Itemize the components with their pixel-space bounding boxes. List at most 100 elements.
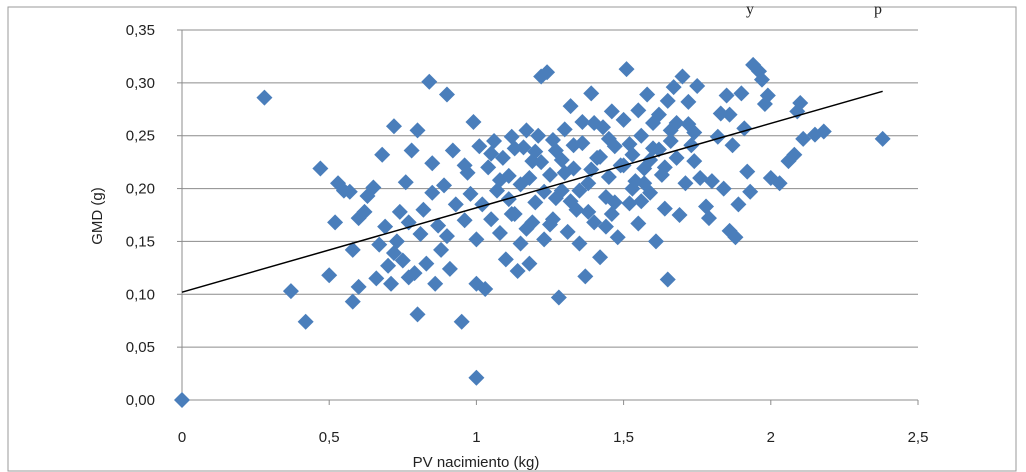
data-point-60	[497, 251, 514, 268]
data-point-131	[715, 180, 732, 197]
data-point-80	[556, 121, 573, 138]
data-point-28	[409, 306, 426, 323]
y-tick-label-3: 0,15	[126, 233, 155, 250]
y-axis-tick-labels: 0,00 0,05 0,10 0,15 0,20 0,25 0,30 0,35	[126, 22, 155, 409]
data-point-196	[574, 113, 591, 130]
data-point-155	[874, 130, 891, 147]
data-point-3	[297, 313, 314, 330]
data-point-119	[671, 207, 688, 223]
data-point-161	[424, 184, 441, 201]
data-point-95	[600, 168, 617, 185]
data-point-129	[709, 128, 726, 145]
data-point-117	[665, 79, 682, 96]
data-point-152	[795, 130, 812, 147]
data-point-128	[703, 173, 720, 190]
data-point-64	[509, 263, 526, 280]
data-point-85	[571, 235, 588, 252]
data-point-38	[436, 177, 453, 194]
data-point-134	[724, 137, 741, 154]
data-point-147	[771, 175, 788, 192]
data-point-127	[700, 210, 717, 227]
x-axis-tick-labels: 0 0,5 1 1,5 2 2,5	[178, 429, 929, 446]
data-point-1	[256, 89, 273, 106]
data-point-190	[686, 153, 703, 170]
data-point-199	[656, 159, 673, 176]
data-point-175	[571, 182, 588, 199]
top-text-fragment: y	[746, 1, 754, 18]
data-point-121	[677, 175, 694, 192]
data-point-137	[733, 85, 750, 102]
data-point-36	[430, 217, 447, 234]
data-point-126	[698, 198, 715, 215]
data-point-100	[615, 111, 632, 128]
data-point-58	[491, 224, 508, 241]
data-point-188	[668, 115, 685, 132]
data-point-195	[553, 152, 570, 169]
y-tick-label-0: 0,00	[126, 392, 155, 409]
y-axis-title: GMD (g)	[89, 187, 106, 245]
data-point-159	[385, 245, 402, 262]
data-point-139	[739, 163, 756, 180]
x-tick-label-0: 0	[178, 429, 186, 446]
data-point-165	[491, 172, 508, 189]
data-point-166	[503, 205, 520, 222]
data-point-82	[562, 98, 579, 115]
data-point-27	[406, 265, 423, 282]
data-point-81	[559, 223, 576, 240]
data-point-71	[530, 127, 547, 144]
data-point-46	[462, 185, 479, 202]
data-point-75	[542, 166, 558, 183]
data-point-170	[533, 154, 550, 171]
data-point-18	[380, 257, 397, 274]
data-point-115	[659, 271, 676, 288]
data-point-55	[483, 211, 500, 228]
data-point-73	[536, 231, 553, 248]
data-point-11	[350, 278, 367, 295]
data-point-26	[403, 142, 420, 159]
data-point-74	[539, 64, 556, 81]
data-point-171	[542, 216, 558, 233]
data-point-51	[471, 138, 488, 155]
data-point-44	[456, 212, 473, 229]
data-point-197	[597, 218, 614, 235]
data-point-90	[586, 214, 603, 231]
data-point-111	[647, 233, 664, 250]
data-point-143	[753, 71, 770, 88]
data-point-31	[415, 201, 432, 218]
data-point-19	[383, 275, 400, 292]
data-point-164	[483, 145, 500, 162]
data-point-106	[633, 127, 650, 144]
y-tick-label-7: 0,35	[126, 22, 155, 39]
data-point-178	[592, 148, 609, 165]
data-point-40	[441, 260, 458, 277]
data-point-118	[668, 149, 685, 166]
data-point-50	[468, 231, 485, 248]
data-point-187	[659, 92, 676, 109]
data-point-176	[580, 203, 597, 220]
data-point-2	[282, 283, 299, 300]
data-point-6	[327, 214, 344, 231]
data-point-37	[433, 241, 450, 258]
data-point-23	[394, 252, 411, 269]
data-point-10	[344, 293, 361, 310]
data-point-120	[674, 68, 691, 85]
data-point-87	[577, 268, 594, 285]
data-point-4	[312, 160, 329, 177]
data-point-193	[518, 122, 535, 139]
data-point-180	[606, 194, 623, 211]
data-point-192	[506, 140, 523, 157]
data-point-92	[592, 249, 609, 266]
data-point-105	[630, 215, 647, 232]
data-point-203	[544, 131, 561, 148]
data-point-41	[444, 142, 461, 159]
data-point-184	[636, 175, 653, 192]
data-point-101	[618, 61, 635, 78]
data-point-151	[792, 94, 809, 111]
data-point-47	[465, 113, 482, 130]
data-point-33	[421, 73, 438, 90]
y-tick-label-5: 0,25	[126, 128, 155, 145]
data-point-108	[639, 86, 656, 103]
data-point-21	[388, 233, 405, 250]
data-point-14	[365, 179, 382, 196]
data-point-68	[521, 255, 538, 272]
